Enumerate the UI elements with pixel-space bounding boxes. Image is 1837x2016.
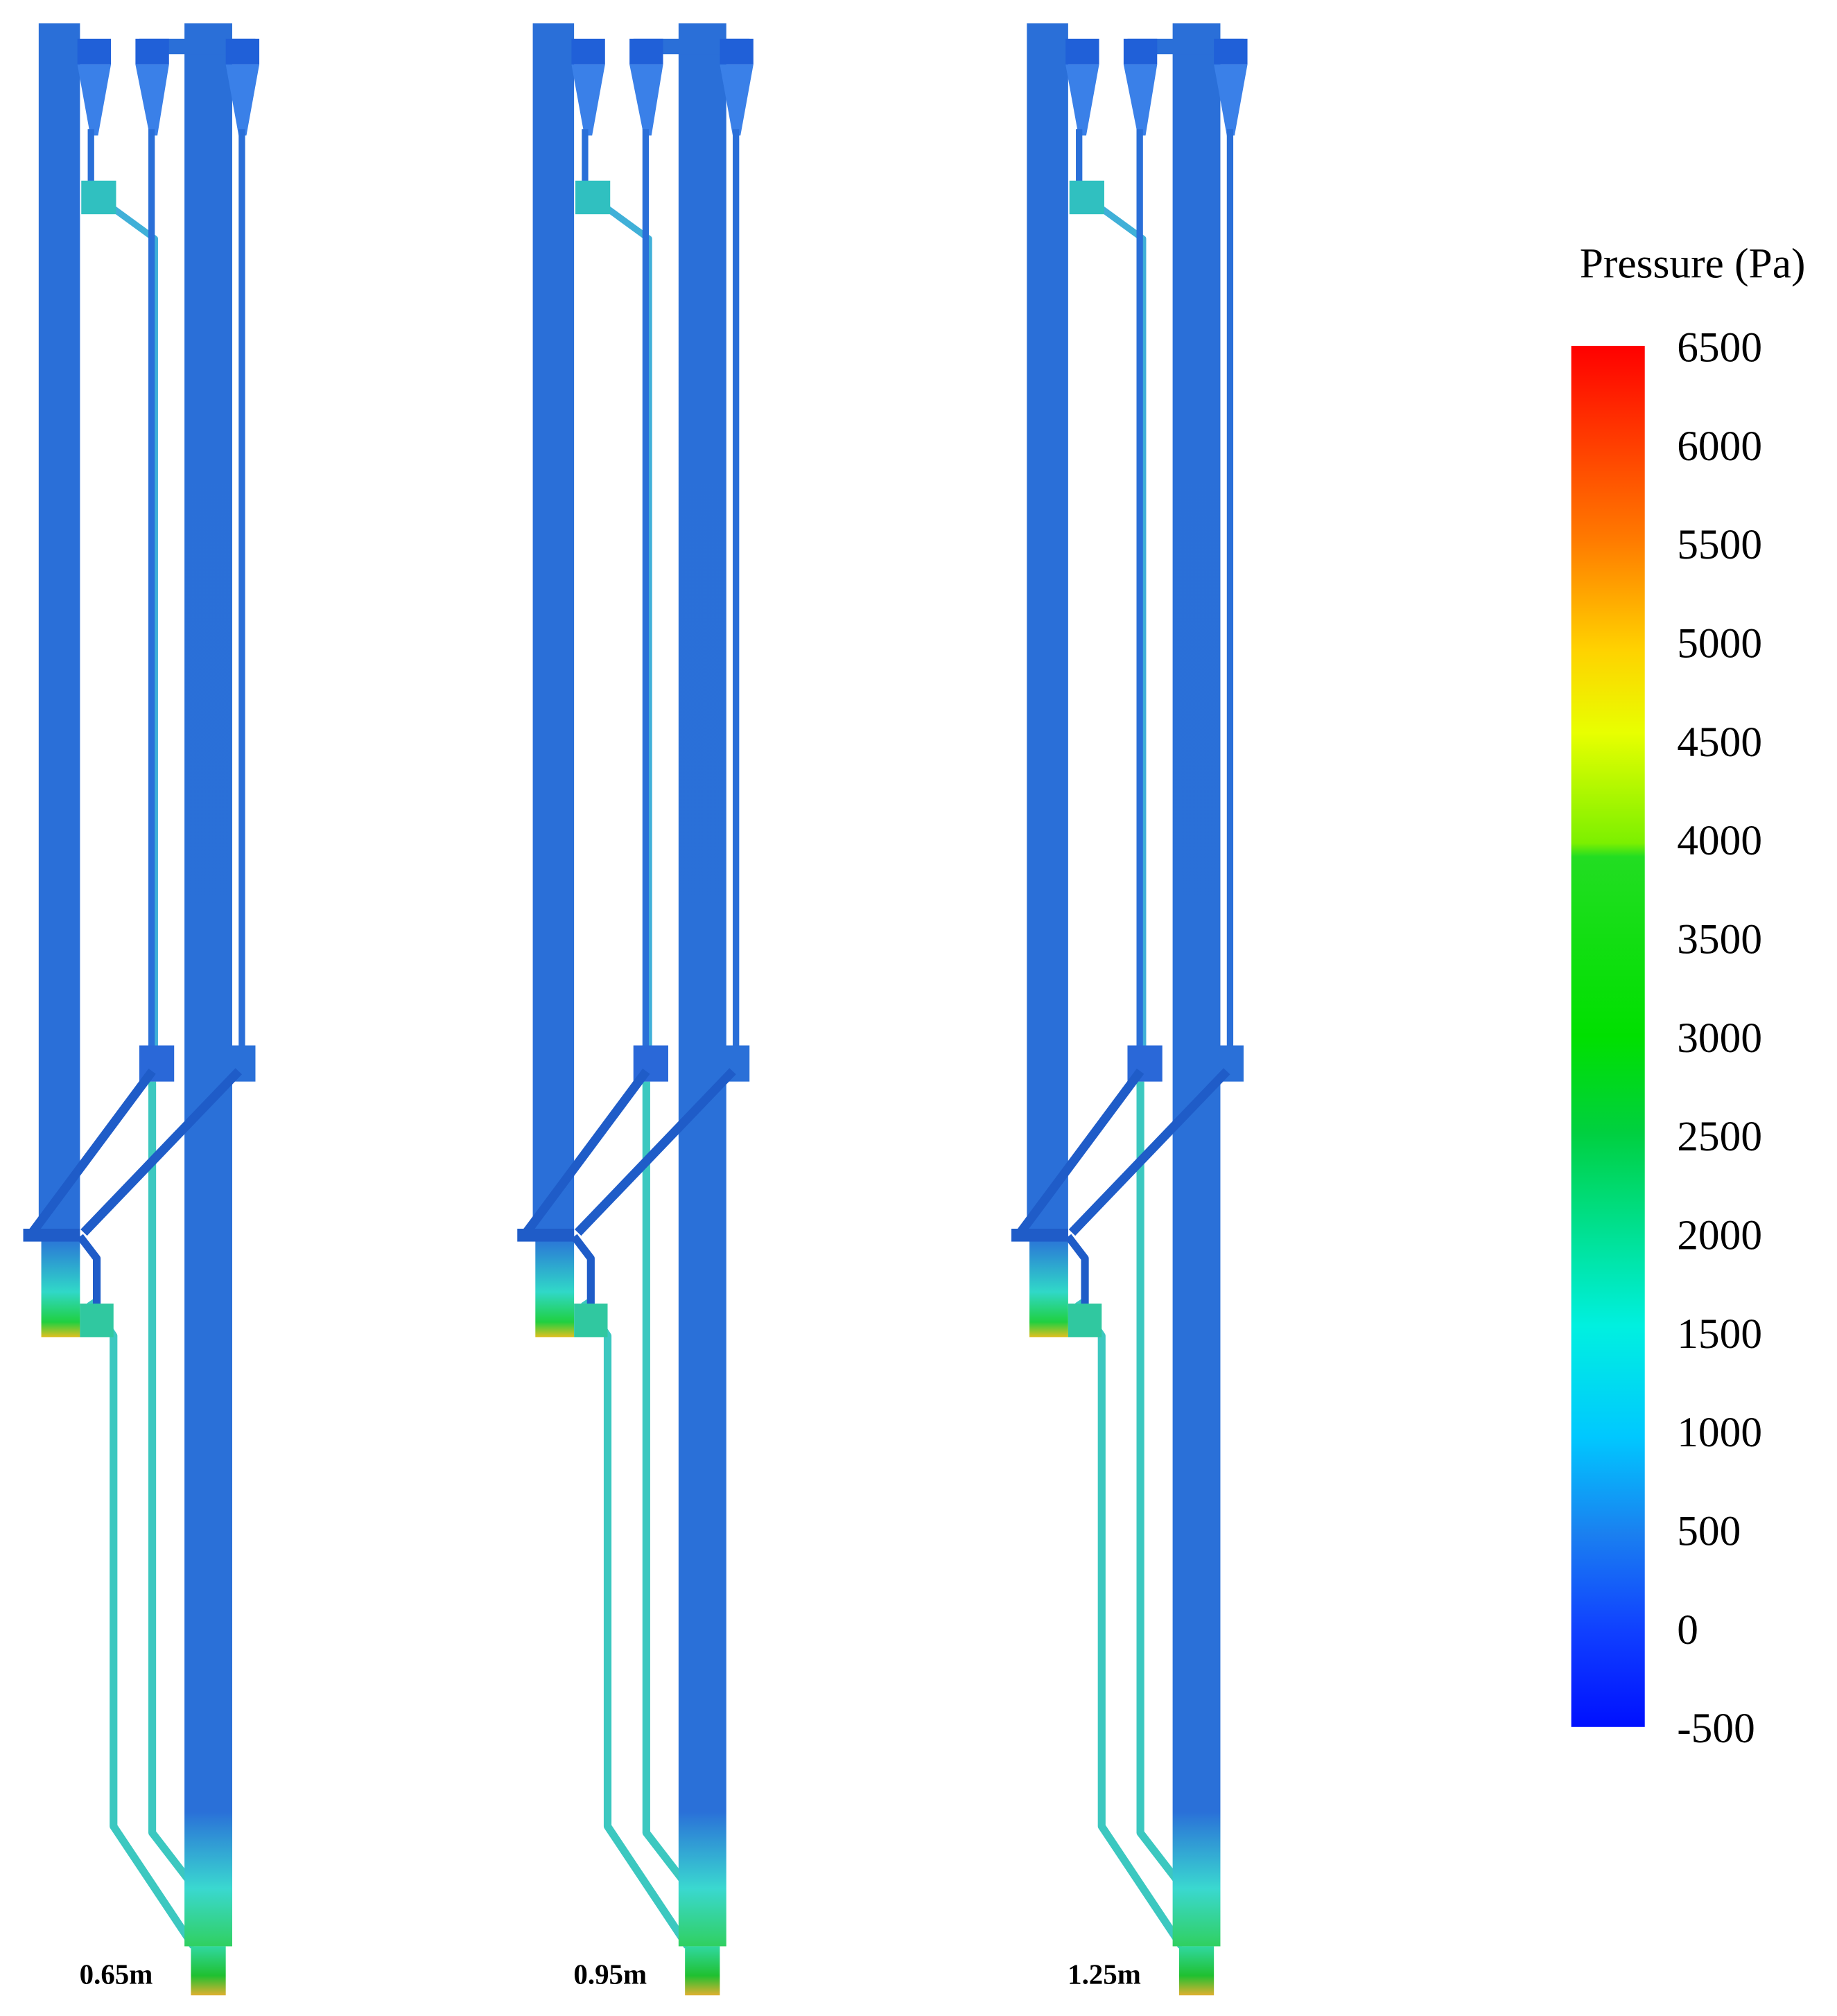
colorbar-tick-label: 3500 xyxy=(1677,915,1762,963)
vessel xyxy=(1226,129,1234,1049)
vessel xyxy=(238,129,245,1049)
vessel xyxy=(1076,129,1083,184)
cyclone-cone xyxy=(571,64,605,136)
colorbar-tick-label: 1000 xyxy=(1677,1409,1762,1456)
colorbar-tick-label: 5500 xyxy=(1677,521,1762,568)
vessel xyxy=(135,38,169,65)
vessel xyxy=(685,1946,720,1996)
colorbar-tick-label: 0 xyxy=(1677,1606,1698,1654)
colorbar-tick-label: 2000 xyxy=(1677,1211,1762,1259)
colorbar-gradient xyxy=(1571,346,1645,1727)
pipe xyxy=(1065,1234,1089,1304)
simulation-panel: 1.25m xyxy=(1011,23,1248,1996)
cyclone-cone xyxy=(720,64,754,136)
vessel xyxy=(1178,1946,1214,1996)
panel-label: 1.25m xyxy=(1068,1958,1141,1990)
cyclone-cone xyxy=(1065,64,1099,136)
vessel xyxy=(81,180,116,215)
colorbar-tick-label: 4500 xyxy=(1677,719,1762,766)
vessel xyxy=(1011,1228,1068,1242)
vessel xyxy=(1214,38,1248,65)
pipe xyxy=(642,1081,697,1897)
vessel xyxy=(148,129,155,1049)
colorbar-tick-label: 6000 xyxy=(1677,423,1762,470)
colorbar-tick-label: 2500 xyxy=(1677,1113,1762,1160)
pipe xyxy=(28,1068,156,1236)
vessel xyxy=(1068,1303,1102,1338)
vessel xyxy=(191,1946,226,1996)
vessel xyxy=(678,23,726,1947)
pipe xyxy=(1079,191,1147,1046)
vessel xyxy=(517,1228,575,1242)
vessel xyxy=(575,180,611,215)
vessel xyxy=(80,1303,114,1338)
vessel xyxy=(1136,129,1143,1049)
panel-label: 0.95m xyxy=(573,1958,647,1990)
vessel xyxy=(77,38,112,65)
pipe xyxy=(80,1068,242,1236)
pipe xyxy=(1068,1068,1230,1236)
pipe xyxy=(148,1081,203,1897)
pipe xyxy=(87,1299,197,1949)
cyclone-cone xyxy=(1214,64,1248,136)
pipe xyxy=(76,1234,101,1304)
colorbar-tick-label: -500 xyxy=(1677,1705,1755,1752)
pipe xyxy=(91,191,158,1046)
vessel xyxy=(574,1303,608,1338)
colorbar: Pressure (Pa) 65006000550050004500400035… xyxy=(1571,240,1806,1752)
pipe xyxy=(575,1068,736,1236)
vessel xyxy=(1123,38,1158,65)
vessel xyxy=(1065,38,1099,65)
vessel xyxy=(41,1236,80,1338)
colorbar-tick-label: 1500 xyxy=(1677,1311,1762,1358)
vessel xyxy=(1172,23,1221,1947)
vessel xyxy=(571,38,605,65)
vessel xyxy=(184,23,232,1947)
colorbar-tick-label: 500 xyxy=(1677,1507,1741,1554)
vessel xyxy=(532,23,575,1237)
pipe xyxy=(584,191,652,1046)
cyclone-cone xyxy=(629,64,663,136)
colorbar-tick-label: 4000 xyxy=(1677,817,1762,864)
vessel xyxy=(1029,1236,1068,1338)
simulation-panel: 0.65m xyxy=(23,23,260,1996)
vessel xyxy=(38,23,80,1237)
panels: 0.65m 0.95m 1.25m xyxy=(23,23,1248,1996)
pipe xyxy=(581,1299,691,1949)
colorbar-tick-label: 6500 xyxy=(1677,324,1762,371)
vessel xyxy=(582,129,589,184)
vessel xyxy=(1027,23,1068,1237)
pipe xyxy=(523,1068,650,1236)
vessel xyxy=(720,38,754,65)
vessel xyxy=(225,38,260,65)
colorbar-tick-label: 3000 xyxy=(1677,1015,1762,1062)
pipe xyxy=(571,1234,595,1304)
cyclone-cone xyxy=(135,64,169,136)
colorbar-title: Pressure (Pa) xyxy=(1580,240,1806,287)
vessel xyxy=(535,1236,575,1338)
vessel xyxy=(642,129,650,1049)
simulation-panel: 0.95m xyxy=(517,23,754,1996)
cyclone-cone xyxy=(225,64,260,136)
colorbar-tick-label: 5000 xyxy=(1677,620,1762,667)
cyclone-cone xyxy=(1123,64,1158,136)
pipe xyxy=(1136,1081,1192,1897)
vessel xyxy=(629,38,663,65)
panel-label: 0.65m xyxy=(80,1958,153,1990)
pipe xyxy=(1016,1068,1144,1236)
vessel xyxy=(23,1228,80,1242)
vessel xyxy=(1069,180,1104,215)
vessel xyxy=(87,129,94,184)
pipe xyxy=(1075,1299,1185,1949)
vessel xyxy=(733,129,740,1049)
cyclone-cone xyxy=(77,64,112,136)
